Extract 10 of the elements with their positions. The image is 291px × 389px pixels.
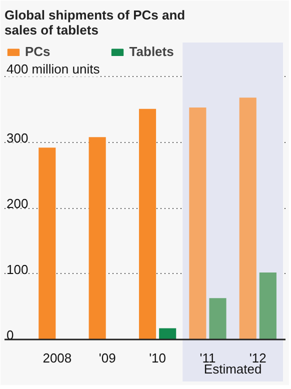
- legend-label: PCs: [25, 44, 50, 59]
- y-tick-label: 300: [6, 130, 28, 146]
- y-tick-label: 100: [6, 262, 28, 277]
- chart-title: Global shipments of PCs and sales of tablets: [4, 8, 186, 38]
- x-tick-label: '10: [149, 350, 166, 366]
- x-tick-label: '09: [98, 350, 116, 366]
- legend-label: Tablets: [129, 44, 174, 59]
- y-tick-label: 400 million units: [6, 62, 100, 77]
- x-tick-label: 2008: [42, 350, 72, 366]
- y-tick-label: 200: [6, 196, 28, 212]
